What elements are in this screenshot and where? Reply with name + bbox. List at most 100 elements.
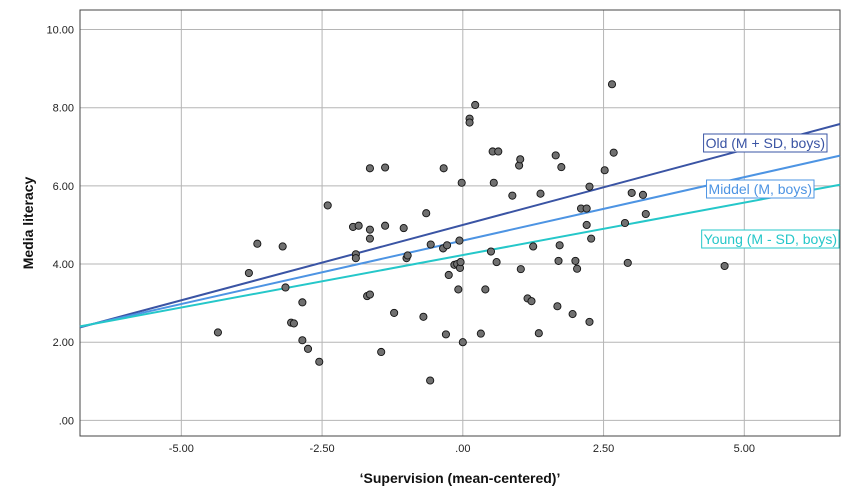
line-label: Old (M + SD, boys) [703,133,828,153]
x-axis-ticks: -5.00 -2.50 .00 2.50 5.00 [169,443,755,455]
data-point [571,256,580,265]
data-point [534,329,543,338]
data-point [627,188,636,197]
data-point [365,225,374,234]
line-label-box [701,229,840,249]
data-point [303,344,313,353]
data-point [638,190,648,199]
data-point [555,241,564,250]
x-tick-label: .00 [455,443,470,455]
data-point [585,317,594,326]
data-point [381,163,390,172]
gridlines [80,10,840,436]
data-point [720,261,729,271]
data-point [585,182,594,191]
x-axis-title: ‘Supervision (mean-centered)’ [360,470,561,486]
data-point [553,302,562,311]
y-tick-label: 4.00 [53,259,74,271]
data-point [457,178,466,187]
data-point [419,312,428,321]
y-tick-label: 8.00 [53,103,74,115]
line-label-box [706,179,815,199]
data-point [458,338,467,347]
data-point [492,258,501,267]
line-label-text: Old (M + SD, boys) [706,135,825,151]
data-point [607,80,617,89]
data-point [489,178,498,187]
y-tick-label: 6.00 [53,181,74,193]
regression-line [79,123,841,329]
data-point [443,241,452,250]
line-label-text: Middel (M, boys) [709,181,812,197]
data-point [508,191,517,200]
data-point [623,258,632,267]
data-point [554,256,563,265]
data-point [377,347,386,357]
data-point [244,268,253,278]
data-point [289,319,298,328]
data-point [620,218,629,228]
data-point [529,242,538,251]
data-point [609,148,618,157]
data-point [454,285,463,294]
x-tick-label: 2.50 [593,443,614,455]
data-point [476,329,485,338]
data-point [426,240,435,249]
x-tick-label: 5.00 [734,443,755,455]
data-point [600,166,609,175]
data-point [486,247,496,256]
y-tick-label: 2.00 [53,337,74,349]
x-tick-label: -5.00 [169,443,194,455]
data-point [441,330,450,339]
data-point [351,254,360,263]
y-axis-ticks: .00 2.00 4.00 6.00 8.00 10.00 [46,25,74,428]
data-point [323,201,332,210]
data-point [213,328,222,337]
line-labels: Old (M + SD, boys) Middel (M, boys) Young … [701,133,840,249]
data-point [365,164,374,173]
line-label-text: Young (M - SD, boys) [704,231,837,247]
data-point [403,251,412,260]
data-point [573,264,582,273]
y-axis-title: Media literacy [20,176,36,269]
data-point [298,336,307,345]
data-point [587,234,596,243]
data-point [516,265,525,274]
regression-line [79,183,841,328]
data-point [471,100,480,110]
data-point [481,285,490,294]
data-point [568,310,577,319]
data-point [315,357,324,366]
data-point [455,236,464,245]
x-tick-label: -2.50 [310,443,335,455]
data-point [422,209,431,218]
y-tick-label: .00 [59,415,74,427]
data-point [390,308,399,317]
data-point [439,164,448,173]
data-point [354,221,363,230]
data-points [213,80,729,385]
data-point [281,283,290,292]
data-point [465,118,474,127]
regression-lines [79,123,841,329]
data-point [641,209,650,219]
data-point [557,163,566,172]
data-point [456,258,465,267]
data-point [399,224,408,233]
data-point [278,242,287,251]
data-point [381,221,390,230]
data-point [365,290,374,299]
data-point [582,204,591,213]
data-point [527,297,536,306]
data-point [298,298,307,307]
data-point [444,270,453,280]
data-point [536,189,545,198]
data-point [516,155,525,164]
line-label-box [703,133,828,153]
data-point [494,147,503,156]
data-point [582,220,591,230]
data-point [253,239,262,248]
plot-area-frame [79,9,841,437]
data-point [426,376,435,385]
